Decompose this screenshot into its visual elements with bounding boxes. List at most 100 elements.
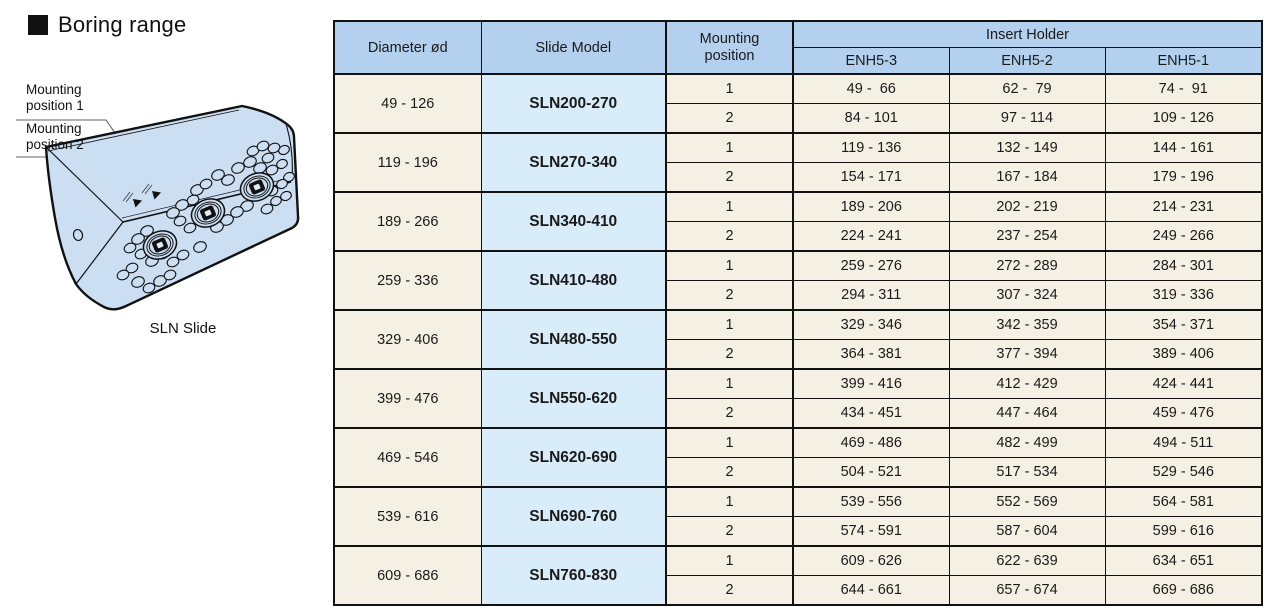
table-row: 119 - 196 SLN270-340 1 119 - 136 132 - 149 14… xyxy=(333,132,1263,193)
slide-caption: SLN Slide xyxy=(149,320,217,337)
header-mounting-position: Mounting position xyxy=(665,20,794,75)
mounting-position-cell: 2 xyxy=(665,516,794,547)
range-cell-enh5-2: 202 - 219 xyxy=(948,191,1106,222)
range-cell-enh5-2: 622 - 639 xyxy=(948,545,1106,576)
diameter-cell: 189 - 266 xyxy=(333,191,482,252)
range-cell-enh5-3: 119 - 136 xyxy=(792,132,950,163)
mounting-position-2-label: Mounting position 2 xyxy=(26,121,84,152)
table-row: 2 574 - 591 587 - 604 599 - 616 xyxy=(334,516,1263,547)
range-cell-enh5-1: 494 - 511 xyxy=(1104,427,1263,458)
range-cell-enh5-3: 574 - 591 xyxy=(792,516,950,547)
range-cell-enh5-3: 329 - 346 xyxy=(792,309,950,340)
mounting-position-cell: 1 xyxy=(665,309,794,340)
range-cell-enh5-3: 644 - 661 xyxy=(792,575,950,606)
range-cell-enh5-1: 284 - 301 xyxy=(1104,250,1263,281)
range-cell-enh5-1: 319 - 336 xyxy=(1104,280,1263,311)
range-cell-enh5-1: 354 - 371 xyxy=(1104,309,1263,340)
range-cell-enh5-2: 657 - 674 xyxy=(948,575,1106,606)
table-row: 2 154 - 171 167 - 184 179 - 196 xyxy=(334,162,1263,193)
range-cell-enh5-3: 49 - 66 xyxy=(792,73,950,104)
table-row: 469 - 546 SLN620-690 1 469 - 486 482 - 499 49… xyxy=(333,427,1263,488)
range-cell-enh5-3: 84 - 101 xyxy=(792,103,950,134)
range-cell-enh5-2: 132 - 149 xyxy=(948,132,1106,163)
header-mounting-position-text: Mounting position xyxy=(699,30,760,64)
slide-model-cell: SLN410-480 xyxy=(480,250,667,311)
mounting-position-cell: 2 xyxy=(665,280,794,311)
table-row: 2 644 - 661 657 - 674 669 - 686 xyxy=(334,575,1263,606)
mounting-position-cell: 2 xyxy=(665,457,794,488)
range-cell-enh5-1: 529 - 546 xyxy=(1104,457,1263,488)
range-cell-enh5-2: 482 - 499 xyxy=(948,427,1106,458)
range-cell-enh5-3: 434 - 451 xyxy=(792,398,950,429)
header-diameter: Diameter ød xyxy=(333,20,482,75)
range-cell-enh5-1: 564 - 581 xyxy=(1104,486,1263,517)
slide-model-cell: SLN270-340 xyxy=(480,132,667,193)
section-marker-icon xyxy=(28,15,48,35)
end-face-hole xyxy=(72,228,84,242)
mounting-markers xyxy=(122,183,161,208)
range-cell-enh5-2: 447 - 464 xyxy=(948,398,1106,429)
mounting-position-cell: 1 xyxy=(665,132,794,163)
diameter-cell: 259 - 336 xyxy=(333,250,482,311)
range-cell-enh5-1: 669 - 686 xyxy=(1104,575,1263,606)
header-slide-model: Slide Model xyxy=(480,20,667,75)
range-cell-enh5-2: 167 - 184 xyxy=(948,162,1106,193)
table-row: 259 - 336 SLN410-480 1 259 - 276 272 - 289 28… xyxy=(333,250,1263,311)
slide-model-cell: SLN200-270 xyxy=(480,73,667,134)
range-cell-enh5-3: 364 - 381 xyxy=(792,339,950,370)
header-enh5-3: ENH5-3 xyxy=(792,47,950,75)
slide-model-cell: SLN550-620 xyxy=(480,368,667,429)
range-cell-enh5-3: 504 - 521 xyxy=(792,457,950,488)
mounting-position-cell: 2 xyxy=(665,398,794,429)
table-row: 2 504 - 521 517 - 534 529 - 546 xyxy=(334,457,1263,488)
table-row: 329 - 406 SLN480-550 1 329 - 346 342 - 359 35… xyxy=(333,309,1263,370)
mounting-position-cell: 1 xyxy=(665,368,794,399)
range-cell-enh5-2: 517 - 534 xyxy=(948,457,1106,488)
table-row: 2 224 - 241 237 - 254 249 - 266 xyxy=(334,221,1263,252)
slide-model-cell: SLN480-550 xyxy=(480,309,667,370)
range-cell-enh5-1: 74 - 91 xyxy=(1104,73,1263,104)
range-cell-enh5-2: 587 - 604 xyxy=(948,516,1106,547)
diameter-cell: 49 - 126 xyxy=(333,73,482,134)
mounting-position-cell: 1 xyxy=(665,250,794,281)
range-cell-enh5-2: 62 - 79 xyxy=(948,73,1106,104)
range-cell-enh5-1: 109 - 126 xyxy=(1104,103,1263,134)
header-enh5-1: ENH5-1 xyxy=(1104,47,1263,75)
range-cell-enh5-2: 97 - 114 xyxy=(948,103,1106,134)
range-cell-enh5-1: 424 - 441 xyxy=(1104,368,1263,399)
table-row: 399 - 476 SLN550-620 1 399 - 416 412 - 429 42… xyxy=(333,368,1263,429)
range-cell-enh5-2: 307 - 324 xyxy=(948,280,1106,311)
table-row: 2 84 - 101 97 - 114 109 - 126 xyxy=(334,103,1263,134)
range-cell-enh5-1: 179 - 196 xyxy=(1104,162,1263,193)
range-cell-enh5-2: 237 - 254 xyxy=(948,221,1106,252)
range-cell-enh5-3: 154 - 171 xyxy=(792,162,950,193)
mounting-position-1-label: Mounting position 1 xyxy=(26,82,84,113)
table-row: 539 - 616 SLN690-760 1 539 - 556 552 - 569 56… xyxy=(333,486,1263,547)
table-header: Diameter ød Slide Model Mounting positio… xyxy=(333,20,1263,75)
range-cell-enh5-3: 469 - 486 xyxy=(792,427,950,458)
range-cell-enh5-2: 412 - 429 xyxy=(948,368,1106,399)
range-cell-enh5-1: 144 - 161 xyxy=(1104,132,1263,163)
diameter-cell: 329 - 406 xyxy=(333,309,482,370)
range-cell-enh5-2: 342 - 359 xyxy=(948,309,1106,340)
mounting-position-cell: 1 xyxy=(665,191,794,222)
range-cell-enh5-1: 634 - 651 xyxy=(1104,545,1263,576)
range-cell-enh5-3: 539 - 556 xyxy=(792,486,950,517)
section-title: Boring range xyxy=(28,12,186,38)
diameter-cell: 609 - 686 xyxy=(333,545,482,606)
header-enh5-2: ENH5-2 xyxy=(948,47,1106,75)
boring-range-table: Diameter ød Slide Model Mounting positio… xyxy=(333,20,1264,606)
mounting-position-cell: 1 xyxy=(665,427,794,458)
slide-model-cell: SLN760-830 xyxy=(480,545,667,606)
diameter-cell: 539 - 616 xyxy=(333,486,482,547)
range-cell-enh5-1: 459 - 476 xyxy=(1104,398,1263,429)
range-cell-enh5-1: 389 - 406 xyxy=(1104,339,1263,370)
range-cell-enh5-3: 609 - 626 xyxy=(792,545,950,576)
table-row: 609 - 686 SLN760-830 1 609 - 626 622 - 639 63… xyxy=(333,545,1263,606)
header-insert-holder: Insert Holder xyxy=(791,20,1263,48)
slide-figure: Mounting position 1 Mounting position 2 … xyxy=(0,70,330,360)
mounting-position-cell: 1 xyxy=(665,73,794,104)
range-cell-enh5-1: 599 - 616 xyxy=(1104,516,1263,547)
mounting-position-cell: 2 xyxy=(665,103,794,134)
